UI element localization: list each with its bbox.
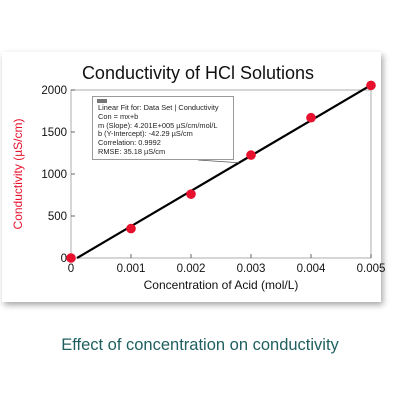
linear-fit-annotation: Linear Fit for: Data Set | Conductivity … xyxy=(92,96,234,160)
x-tick-label: 0.001 xyxy=(117,263,146,275)
x-axis-label: Concentration of Acid (mol/L) xyxy=(144,278,299,292)
chart-title: Conductivity of HCl Solutions xyxy=(82,63,314,83)
x-tick-label: 0.002 xyxy=(177,263,206,275)
x-tick-label: 0.004 xyxy=(297,263,326,275)
figure-caption: Effect of concentration on conductivity xyxy=(61,336,339,354)
chart-card: Conductivity of HCl Solutions 0 500 1000 15… xyxy=(2,52,385,302)
data-points xyxy=(66,80,376,263)
y-tick-label: 2000 xyxy=(41,85,67,97)
conductivity-chart: Conductivity of HCl Solutions 0 500 1000 15… xyxy=(11,63,385,292)
y-tick-label: 0 xyxy=(61,253,67,265)
y-tick-label: 500 xyxy=(48,211,67,223)
annotation-tab-icon xyxy=(97,99,107,103)
y-tick-label: 1500 xyxy=(41,127,67,139)
data-point xyxy=(306,112,316,123)
annotation-line: Correlation: 0.9992 xyxy=(98,138,161,148)
data-point xyxy=(186,189,196,199)
data-point xyxy=(126,223,136,234)
annotation-line: m (Slope): 4.201E+005 µS/cm/mol/L xyxy=(98,120,218,130)
x-tick-label: 0 xyxy=(68,263,74,275)
y-axis-ticks: 0 500 1000 1500 2000 xyxy=(41,85,75,265)
annotation-line: RMSE: 35.18 µS/cm xyxy=(98,146,166,156)
annotation-pointer xyxy=(197,159,240,164)
x-tick-label: 0.003 xyxy=(237,263,266,275)
data-point xyxy=(246,150,256,160)
data-point xyxy=(66,253,76,263)
data-point xyxy=(366,80,376,91)
x-axis-ticks: 0 0.001 0.002 0.003 0.004 0.005 xyxy=(68,254,386,275)
annotation-line: Linear Fit for: Data Set | Conductivity xyxy=(98,103,219,112)
linear-fit-line xyxy=(76,84,372,259)
annotation-line: b (Y-Intercept): -42.29 µS/cm xyxy=(98,129,193,139)
y-axis-label: Conductivity (µS/cm) xyxy=(11,119,25,230)
y-tick-label: 1000 xyxy=(41,169,67,181)
x-tick-label: 0.005 xyxy=(357,263,386,275)
annotation-line: Con = mx+b xyxy=(98,111,139,121)
